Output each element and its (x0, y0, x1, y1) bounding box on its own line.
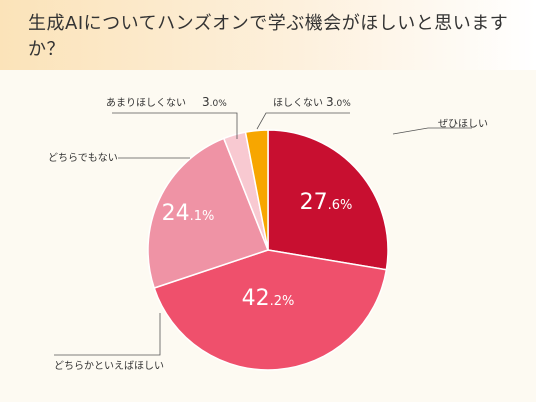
slice-label: どちらでもない (48, 152, 118, 164)
slice-label: ほしくない (273, 97, 323, 109)
slice-label: どちらかといえばほしい (54, 360, 164, 372)
slice-value-label: 42.2% (242, 286, 295, 311)
slice-label: あまりほしくない (106, 97, 186, 109)
pie-slice (244, 129, 269, 251)
leader-line (54, 313, 161, 356)
chart-title: 生成AIについてハンズオンで学ぶ機会がほしいと思いますか？ (28, 13, 509, 60)
leader-line (256, 112, 350, 130)
slice-value-label: 3.0% (326, 95, 351, 109)
leader-line (392, 127, 472, 135)
title-bar: 生成AIについてハンズオンで学ぶ機会がほしいと思いますか？ (0, 0, 536, 70)
pie-slice (153, 249, 388, 371)
leader-line (112, 112, 238, 139)
pie-slice (267, 129, 389, 271)
slice-label: ぜひほしい (438, 118, 488, 130)
slice-value-label: 24.1% (162, 201, 215, 226)
slice-value-label: 3.0% (202, 95, 227, 109)
slice-value-label: 27.6% (300, 190, 353, 215)
